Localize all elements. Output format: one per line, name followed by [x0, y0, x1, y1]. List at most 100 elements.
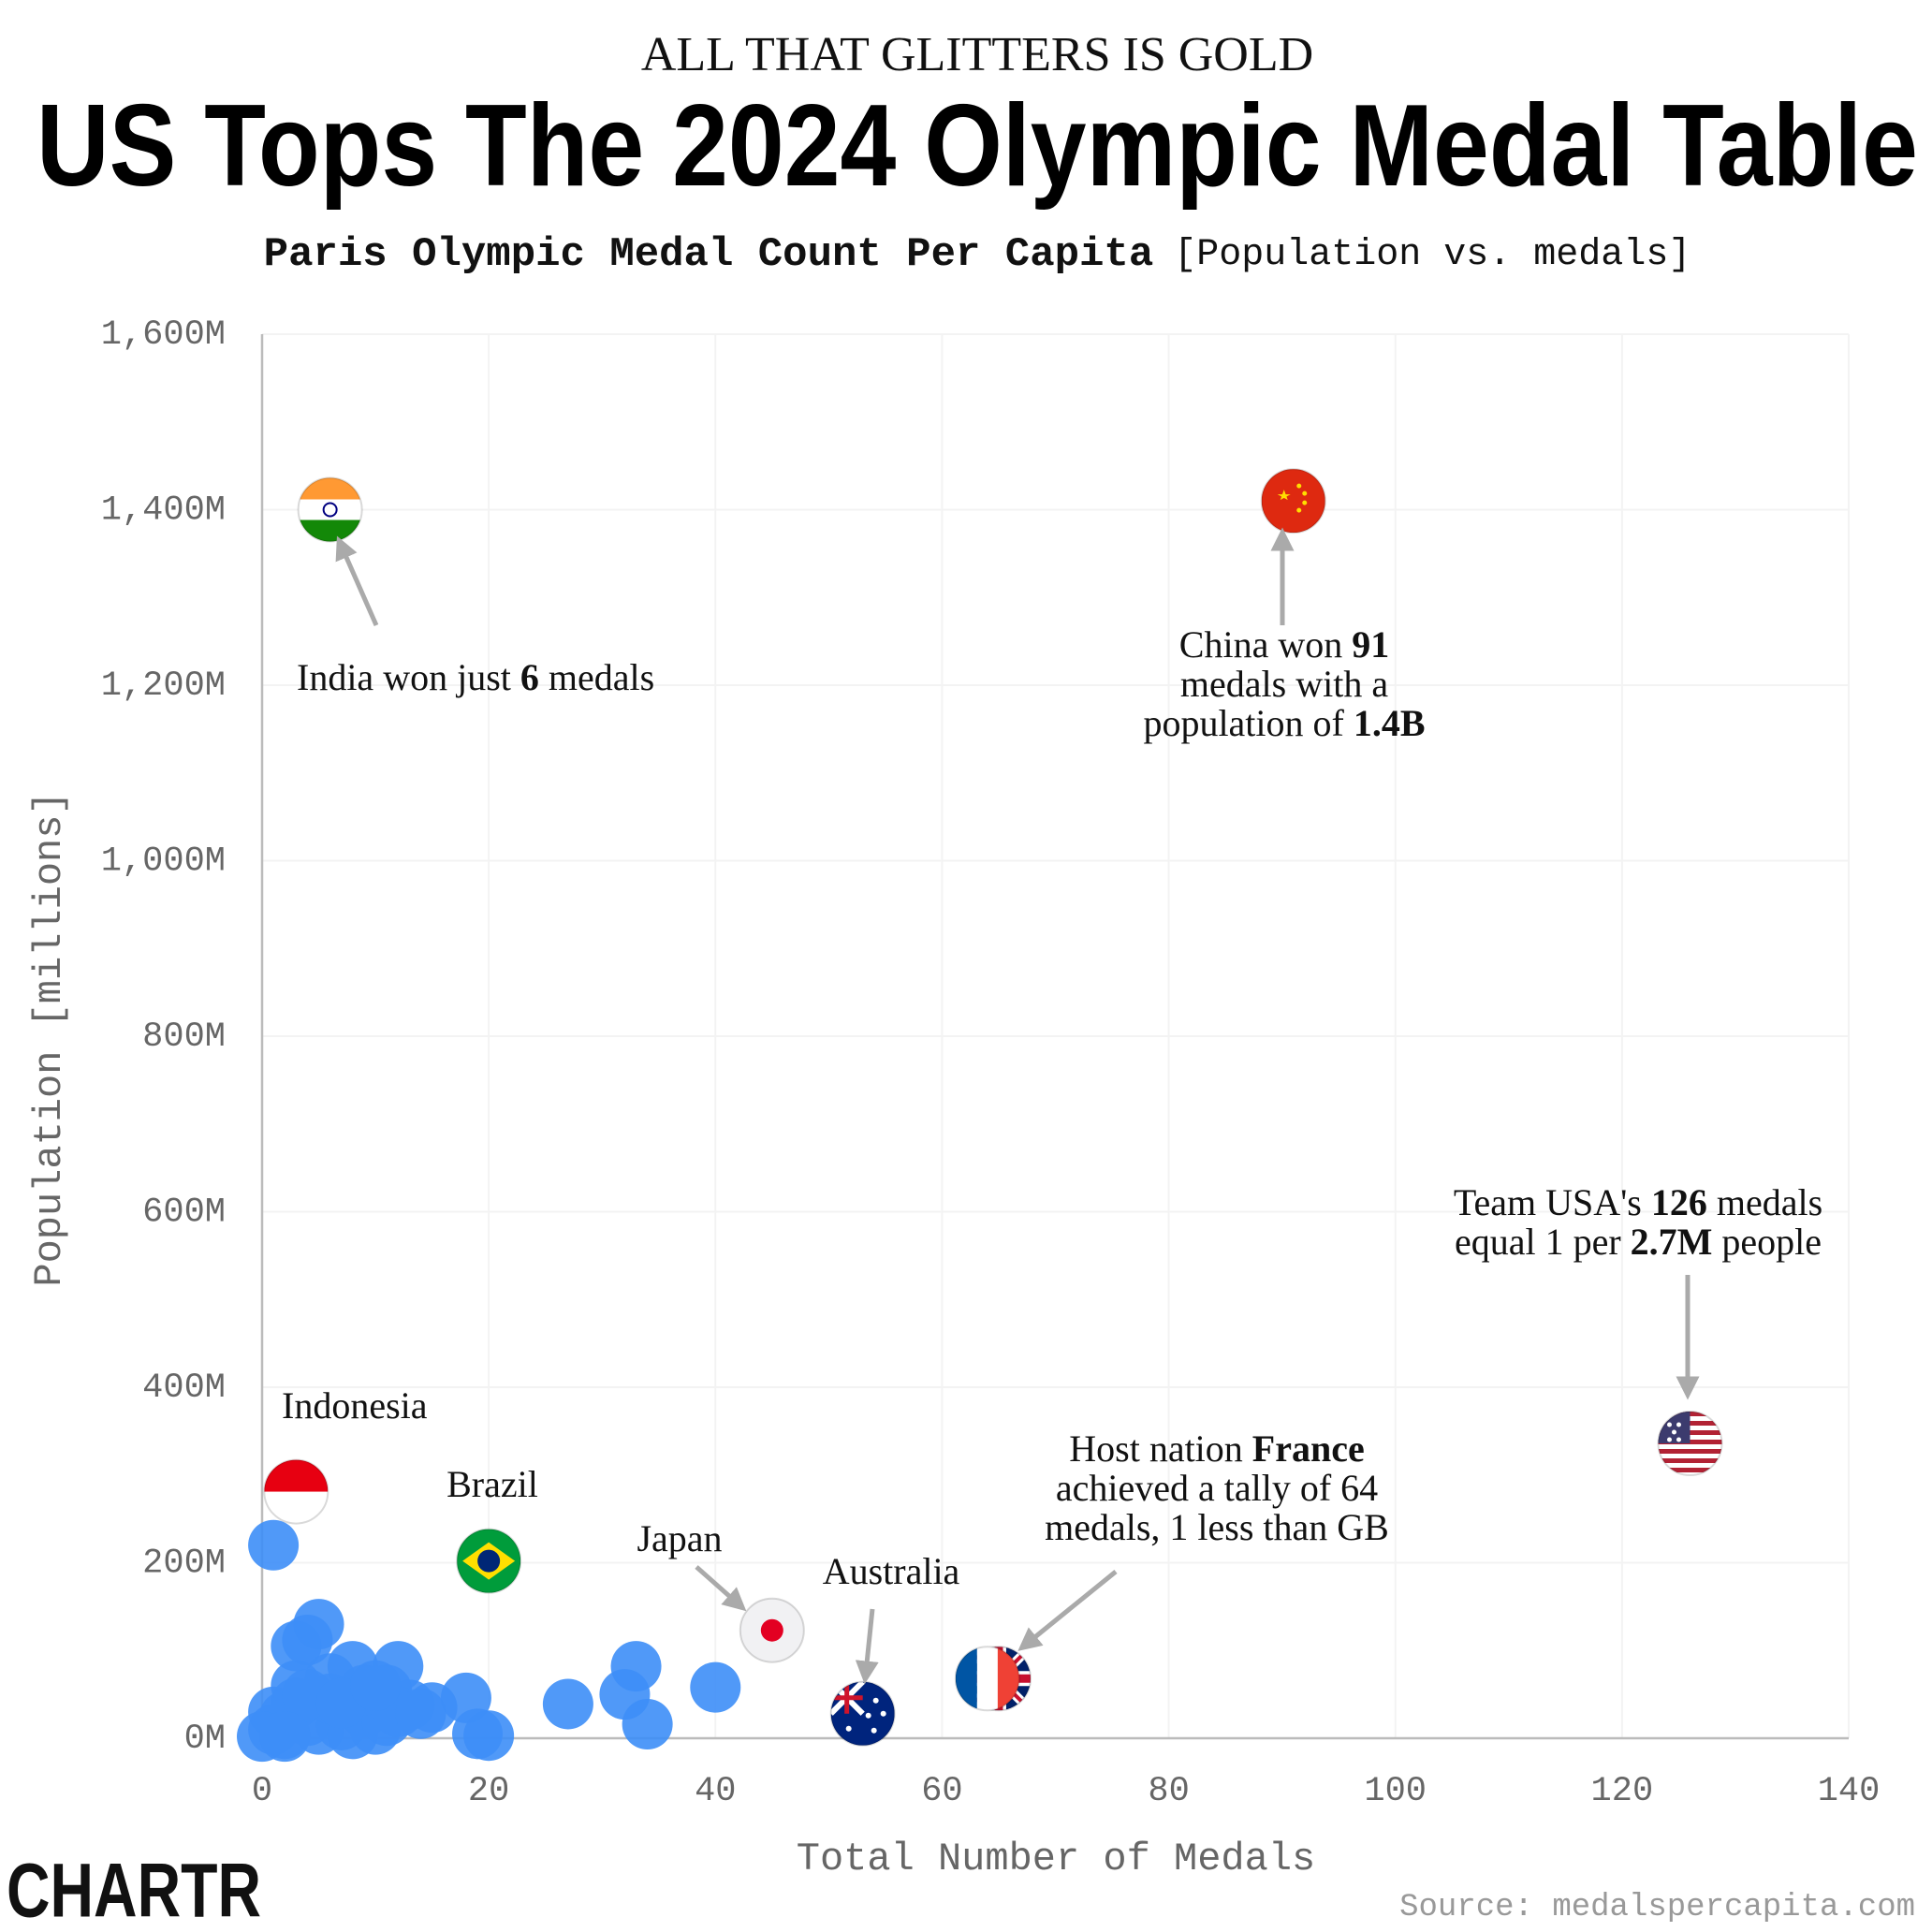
x-tick-label: 40 [695, 1772, 736, 1811]
flag-star [845, 1725, 852, 1732]
scatter-point [350, 1660, 402, 1711]
flag-point [739, 1597, 805, 1663]
flag-image [1261, 469, 1325, 534]
point-label: Brazil [446, 1463, 538, 1505]
scatter-point [282, 1615, 333, 1665]
flag-cross [830, 1681, 863, 1714]
flag-star-small [1302, 500, 1308, 505]
y-axis-label: Population [millions] [27, 791, 72, 1286]
flag-image [739, 1598, 804, 1662]
x-tick-label: 120 [1591, 1772, 1654, 1811]
annotation: India won just 6 medals [297, 656, 654, 698]
annotation-segment: people [1712, 1221, 1822, 1263]
flag-stripe [298, 499, 362, 521]
annotation: medals with a [1180, 663, 1388, 705]
annotation-segment: equal 1 per [1455, 1221, 1631, 1263]
arrow [695, 1565, 747, 1612]
annotation-segment: medals with a [1180, 663, 1388, 705]
flag-star [871, 1727, 877, 1734]
scatter-point [690, 1661, 741, 1713]
subtitle: Paris Olympic Medal Count Per Capita [Pop… [264, 231, 1691, 278]
y-tick-label: 600M [142, 1193, 226, 1232]
annotation-segment: Team USA's [1454, 1181, 1651, 1223]
annotation-segment: population of [1143, 702, 1353, 744]
annotation: Team USA's 126 medals [1454, 1181, 1822, 1223]
y-tick-label: 200M [142, 1544, 226, 1583]
flag-sun [760, 1618, 783, 1642]
flag-point [954, 1646, 1020, 1712]
kicker: ALL THAT GLITTERS IS GOLD [641, 28, 1313, 81]
flag-rim [263, 1458, 329, 1525]
flag-star [1672, 1429, 1676, 1435]
flag-stripe [298, 477, 362, 500]
x-tick-label: 20 [468, 1772, 509, 1811]
subtitle-note: [Population vs. medals] [1174, 234, 1690, 276]
annotation-segment: medals, 1 less than GB [1045, 1506, 1389, 1548]
flag-point [263, 1458, 329, 1525]
arrow [855, 1608, 879, 1685]
annotation-segment: China won [1179, 623, 1352, 666]
flag-emblem [322, 502, 338, 518]
scatter-point [622, 1699, 673, 1749]
flag-stripe [997, 1647, 1019, 1711]
point-label: Japan [637, 1517, 722, 1559]
flag-point [829, 1680, 896, 1747]
flag-stripe [1658, 1449, 1722, 1454]
point-label: Indonesia [282, 1384, 428, 1427]
arrow [335, 535, 379, 627]
y-tick-label: 1,400M [101, 490, 226, 530]
annotation-segment: medals [539, 656, 654, 698]
flag-point [1657, 1411, 1723, 1476]
annotation: population of 1.4B [1143, 702, 1425, 744]
y-tick-label: 1,000M [101, 842, 226, 881]
x-axis-label: Total Number of Medals [797, 1837, 1316, 1881]
flag-stripe [264, 1459, 329, 1492]
annotation: medals, 1 less than GB [1045, 1506, 1389, 1548]
annotation-segment: 6 [520, 656, 539, 698]
logo: CHARTR [7, 1849, 261, 1932]
flag-image [298, 477, 362, 542]
arrow [1017, 1570, 1118, 1651]
flag-star [1667, 1422, 1672, 1427]
scatter-point [259, 1711, 311, 1763]
chart-title: US Tops The 2024 Olympic Medal Table [37, 81, 1918, 211]
annotation: Host nation France [1069, 1427, 1365, 1470]
flag-image [955, 1647, 1019, 1711]
subtitle-main: Paris Olympic Medal Count Per Capita [264, 231, 1154, 278]
y-tick-label: 1,200M [101, 666, 226, 706]
scatter-point [463, 1710, 515, 1762]
flag-stripe [1658, 1468, 1722, 1472]
flag-star-small [1296, 483, 1302, 489]
y-tick-label: 0M [184, 1720, 226, 1759]
annotation: equal 1 per 2.7M people [1455, 1221, 1822, 1263]
flag-rim [456, 1528, 522, 1594]
x-tick-label: 80 [1148, 1772, 1189, 1811]
scatter-point [395, 1688, 446, 1739]
annotation-segment: 2.7M [1631, 1221, 1713, 1263]
flag-stripe [1658, 1458, 1722, 1463]
flag-globe [477, 1549, 501, 1573]
annotation: achieved a tally of 64 [1056, 1467, 1378, 1509]
flag-stripe [976, 1647, 999, 1711]
flag-star-small [1302, 490, 1308, 496]
y-tick-label: 1,600M [101, 315, 226, 355]
flag-rim [739, 1597, 805, 1663]
flag-point [1260, 468, 1326, 534]
y-tick-label: 800M [142, 1017, 226, 1057]
scatter-point [542, 1678, 593, 1730]
flag-star [865, 1712, 871, 1719]
annotation-segment: Host nation [1069, 1427, 1252, 1470]
flag-star [1676, 1422, 1681, 1427]
scatter-point [248, 1519, 300, 1571]
flag-image [830, 1681, 895, 1746]
flag-image [457, 1529, 521, 1593]
flag-star [880, 1710, 886, 1717]
x-tick-label: 140 [1818, 1772, 1881, 1811]
flag-star-small [1296, 507, 1302, 513]
flag-rim [1657, 1411, 1723, 1476]
flag-stripe [298, 520, 362, 542]
annotation-segment: 91 [1352, 623, 1389, 666]
annotation: China won 91 [1179, 623, 1389, 666]
flag-stripe [955, 1647, 977, 1711]
